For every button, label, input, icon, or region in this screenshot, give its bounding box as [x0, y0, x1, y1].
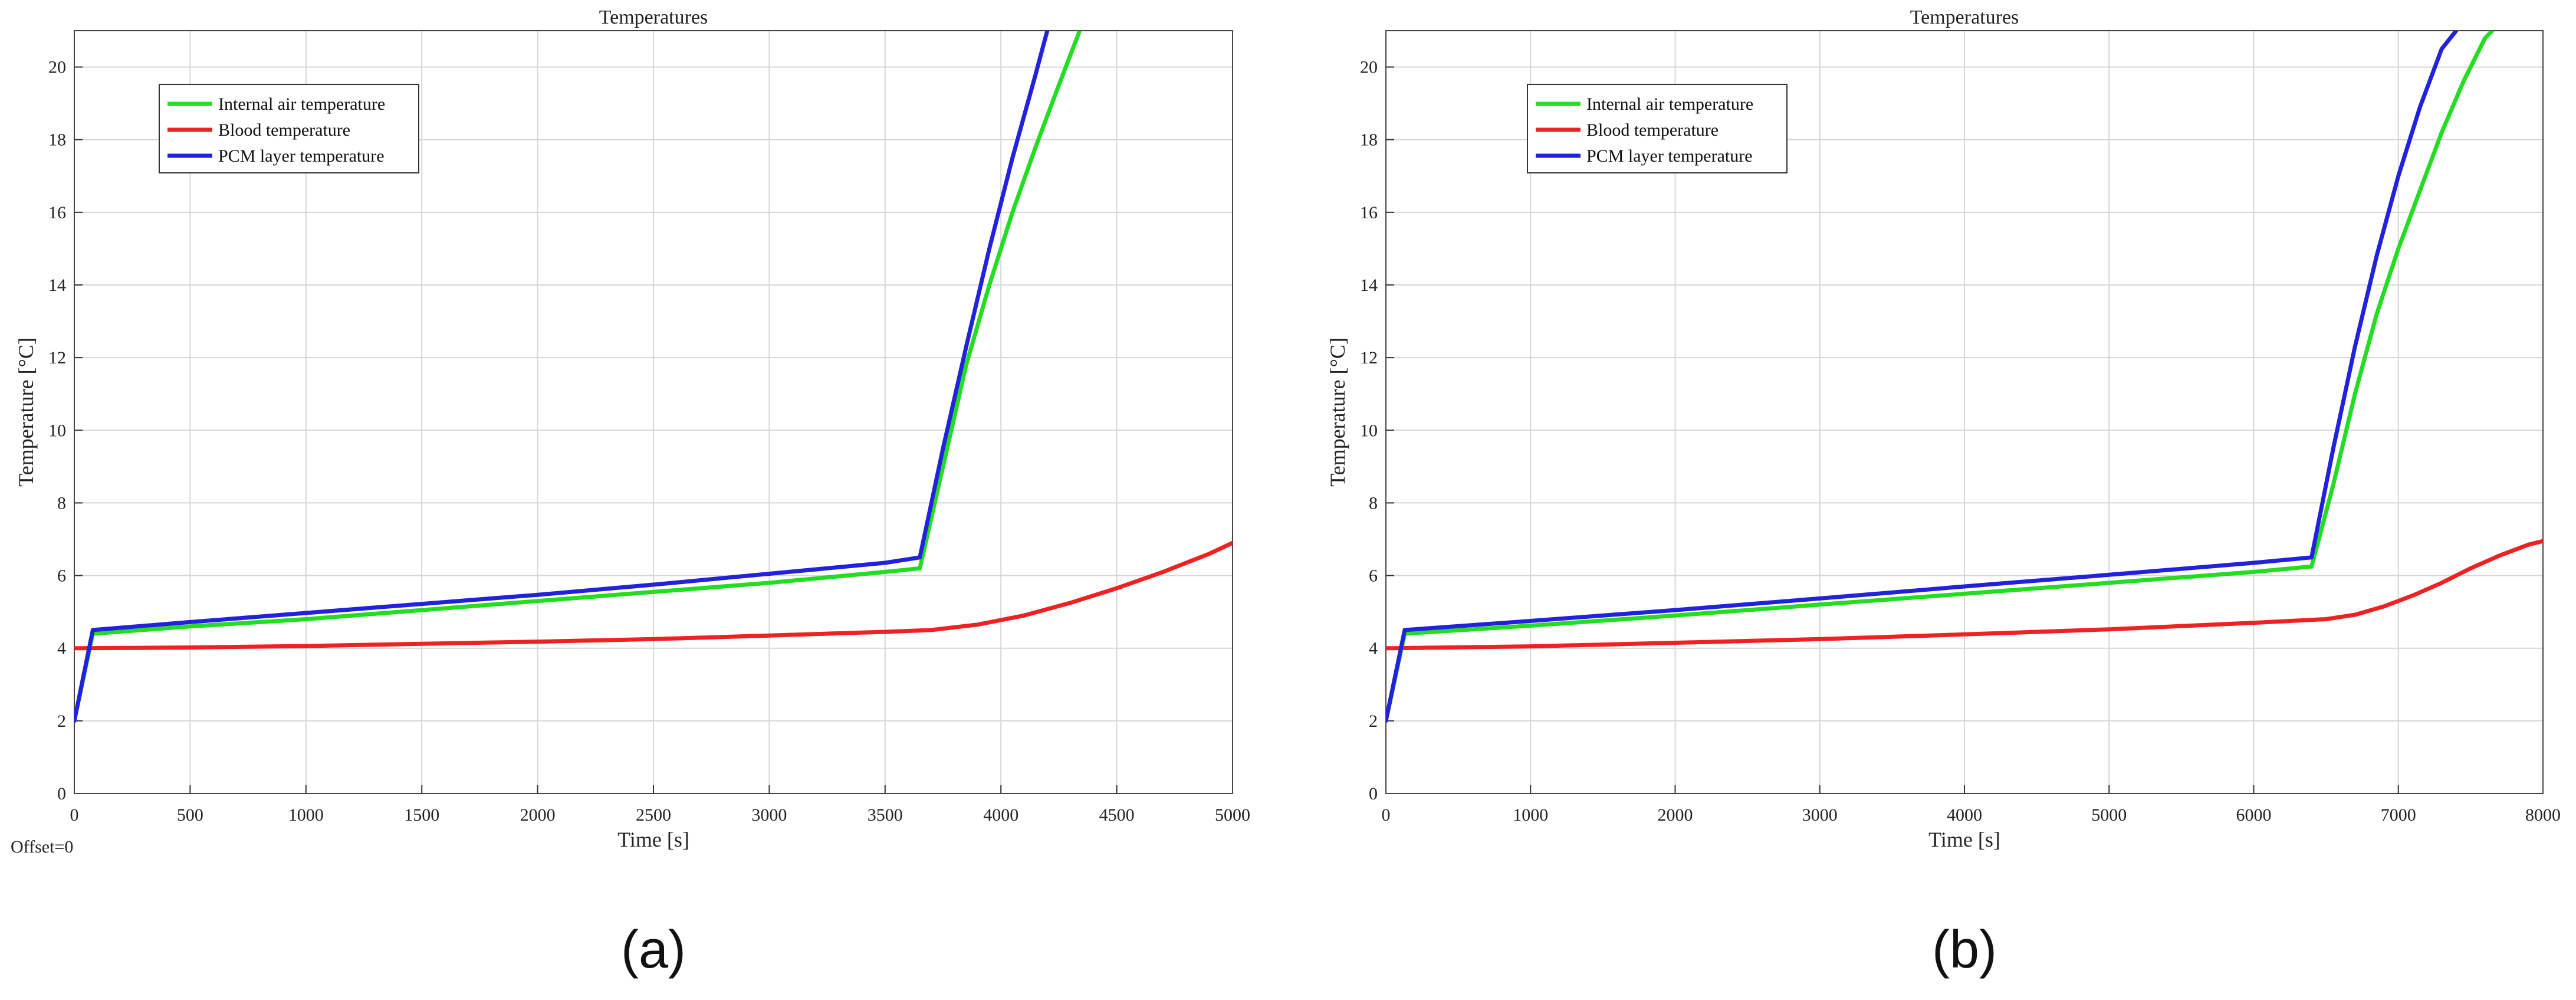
x-tick-label: 1000 — [288, 805, 324, 825]
series-line-pcm-layer-temperature — [1386, 31, 2459, 723]
y-tick-label: 2 — [1369, 712, 1378, 731]
y-tick-label: 20 — [1360, 58, 1378, 77]
chart-panel-b: 0 1000 2000 3000 4000 5000 6000 7000 8000 0 2 4 6 8 10… — [1326, 6, 2561, 979]
chart-title: Temperatures — [1910, 6, 2019, 28]
y-tick-label: 10 — [1360, 421, 1378, 440]
x-tick-label: 2000 — [520, 805, 556, 825]
axes-frame — [1385, 30, 2544, 794]
y-tick-label: 4 — [1369, 639, 1378, 658]
x-axis-label: Time [s] — [1928, 828, 2000, 851]
series-line-internal-air-temperature — [74, 31, 1082, 723]
legend-label: Internal air temperature — [1586, 94, 1753, 114]
x-tick-label: 3500 — [868, 805, 903, 825]
y-tick-label: 8 — [1369, 493, 1378, 513]
x-tick-label: 5000 — [1215, 805, 1250, 825]
y-axis-label: Temperature [°C] — [1326, 337, 1349, 487]
x-tick-label: 0 — [70, 805, 79, 825]
y-tick-label: 16 — [48, 203, 66, 222]
series-line-blood-temperature — [1386, 539, 2543, 651]
series-line-pcm-layer-temperature — [74, 31, 1050, 723]
y-tick-label: 10 — [48, 421, 66, 440]
y-tick-label: 4 — [57, 639, 66, 658]
panel-label: (b) — [1932, 920, 1997, 979]
legend-label: Blood temperature — [218, 120, 350, 140]
legend-label: Blood temperature — [1586, 120, 1719, 140]
y-tick-label: 12 — [1360, 348, 1378, 368]
y-tick-label: 2 — [57, 712, 66, 731]
y-tick-label: 16 — [1360, 203, 1378, 222]
x-tick-label: 5000 — [2091, 805, 2127, 825]
y-tick-label: 6 — [1369, 566, 1378, 586]
legend-label: Internal air temperature — [218, 94, 385, 114]
y-tick-label: 18 — [1360, 130, 1378, 150]
series-line-internal-air-temperature — [1386, 31, 2495, 723]
y-tick-label: 20 — [48, 58, 66, 77]
chart-title: Temperatures — [599, 6, 708, 28]
x-tick-label: 3000 — [1802, 805, 1838, 825]
x-tick-label: 1500 — [404, 805, 439, 825]
chart-panel-a: 0 500 1000 1500 2000 2500 3000 3500 4000 4500 5000… — [11, 6, 1250, 979]
y-tick-label: 18 — [48, 130, 66, 150]
x-tick-label: 6000 — [2236, 805, 2272, 825]
x-tick-label: 8000 — [2525, 805, 2561, 825]
axes-frame — [74, 30, 1233, 794]
x-tick-label: 7000 — [2381, 805, 2416, 825]
x-tick-label: 1000 — [1513, 805, 1548, 825]
x-tick-label: 4000 — [983, 805, 1018, 825]
x-tick-label: 3000 — [751, 805, 787, 825]
y-tick-label: 12 — [48, 348, 66, 368]
panel-label: (a) — [621, 920, 686, 979]
legend-label: PCM layer temperature — [1586, 146, 1753, 166]
x-tick-label: 4500 — [1099, 805, 1135, 825]
x-tick-label: 0 — [1382, 805, 1391, 825]
x-tick-label: 2000 — [1658, 805, 1693, 825]
y-tick-label: 6 — [57, 566, 66, 586]
y-tick-label: 14 — [1360, 276, 1378, 295]
offset-note: Offset=0 — [11, 837, 73, 857]
x-tick-label: 500 — [177, 805, 203, 825]
x-tick-label: 2500 — [636, 805, 671, 825]
series-line-blood-temperature — [74, 540, 1233, 651]
x-axis-label: Time [s] — [617, 828, 689, 851]
legend-label: PCM layer temperature — [218, 146, 385, 166]
y-tick-label: 0 — [57, 784, 66, 804]
y-tick-label: 8 — [57, 493, 66, 513]
y-axis-label: Temperature [°C] — [14, 337, 38, 487]
x-tick-label: 4000 — [1947, 805, 1982, 825]
y-tick-label: 14 — [48, 276, 66, 295]
y-tick-label: 0 — [1369, 784, 1378, 804]
